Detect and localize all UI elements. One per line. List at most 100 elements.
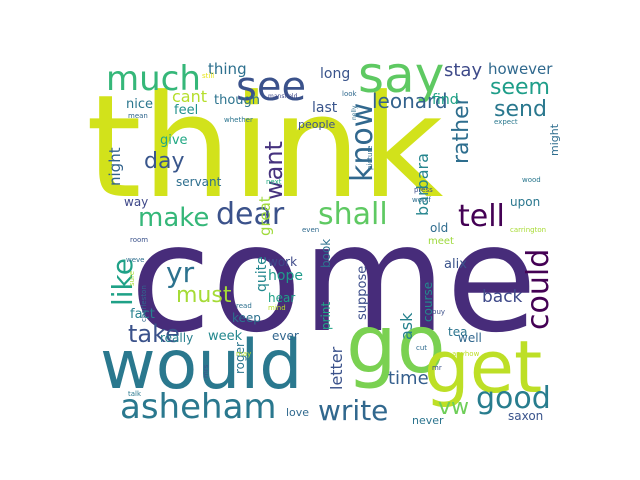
word-really: really — [160, 331, 193, 345]
word-nice: nice — [126, 97, 153, 112]
word-book: book — [319, 239, 333, 268]
word-servant: servant — [176, 175, 222, 189]
word-look: look — [342, 90, 358, 98]
word-would: would — [100, 326, 302, 405]
word-must: must — [176, 283, 232, 308]
word-give: give — [160, 133, 188, 148]
word-carrington: carrington — [510, 226, 546, 234]
word-weve: weve — [126, 256, 144, 264]
word-letter: letter — [327, 346, 346, 390]
word-may: may — [236, 350, 251, 358]
word-woolf: woolf — [412, 196, 431, 204]
word-come: come — [130, 193, 537, 365]
word-ask: ask — [397, 312, 416, 340]
word-mean: mean — [128, 112, 148, 120]
word-know: know — [345, 103, 380, 182]
word-take: take — [128, 320, 180, 348]
word-talk: talk — [128, 390, 142, 398]
word-fact: fact — [130, 307, 155, 322]
word-keep: keep — [232, 311, 261, 325]
word-feel: feel — [174, 103, 198, 118]
word-read: read — [236, 302, 252, 310]
word-find: find — [432, 92, 459, 108]
word-say: say — [358, 46, 444, 104]
word-vw: vw — [438, 395, 469, 420]
word-back: back — [482, 287, 523, 307]
word-much: much — [106, 59, 201, 99]
word-alix: alix — [444, 257, 467, 272]
word-upon: upon — [510, 195, 540, 209]
word-think: think — [86, 65, 443, 230]
word-could: could — [521, 249, 556, 330]
word-print: print — [319, 302, 333, 330]
word-seem: seem — [490, 75, 550, 100]
word-leonard: leonard — [372, 89, 448, 113]
word-room: room — [130, 236, 148, 244]
word-mr: mr — [432, 364, 442, 372]
word-roger: roger — [233, 342, 247, 374]
word-suppose: suppose — [355, 266, 370, 320]
word-go: go — [346, 298, 446, 391]
word-meet: meet — [428, 236, 454, 247]
word-however: however — [488, 60, 553, 78]
word-hope: hope — [268, 268, 303, 284]
word-charleston: charleston — [140, 285, 148, 322]
word-next: next — [266, 178, 282, 186]
word-thing: thing — [208, 60, 247, 78]
word-whether: whether — [224, 116, 253, 124]
word-saxon: saxon — [508, 409, 543, 423]
word-tell: tell — [458, 199, 505, 234]
word-long: long — [320, 66, 350, 82]
word-shall: shall — [318, 197, 388, 232]
word-want: want — [260, 141, 288, 200]
word-expect: expect — [494, 118, 518, 126]
word-picture: picture — [366, 146, 374, 170]
word-great: great — [256, 196, 274, 236]
word-sure: sure — [128, 271, 136, 286]
word-ever: ever — [272, 329, 299, 343]
word-asheham: asheham — [120, 387, 277, 427]
word-love: love — [286, 406, 309, 419]
word-yr: yr — [166, 256, 195, 289]
word-never: never — [412, 414, 444, 427]
word-hear: hear — [268, 291, 295, 305]
word-write: write — [318, 394, 388, 427]
word-rather: rather — [449, 95, 474, 164]
word-though: though — [214, 93, 260, 108]
word-last: last — [312, 100, 338, 116]
word-send: send — [494, 97, 547, 122]
word-week: week — [208, 329, 243, 344]
word-day: day — [144, 149, 184, 174]
word-nelly: nelly — [351, 105, 358, 120]
word-buy: buy — [432, 308, 445, 316]
word-barbara: barbara — [413, 153, 432, 216]
word-well: well — [458, 331, 482, 345]
word-quite: quite — [254, 256, 270, 292]
word-mrs: mrs — [202, 364, 210, 378]
word-make: make — [138, 203, 209, 233]
word-anyhow: anyhow — [452, 350, 480, 358]
word-wood: wood — [522, 176, 541, 184]
word-tea: tea — [448, 325, 467, 339]
word-people: people — [298, 118, 336, 131]
word-press: press — [414, 186, 433, 194]
word-old: old — [430, 221, 448, 235]
word-might: might — [548, 123, 561, 156]
word-see: see — [236, 64, 306, 110]
word-good: good — [476, 381, 551, 416]
word-even: even — [302, 226, 319, 234]
word-cut: cut — [416, 344, 427, 352]
word-dear: dear — [216, 197, 285, 232]
word-still: still — [202, 72, 214, 80]
word-time: time — [388, 368, 429, 389]
word-stay: stay — [444, 60, 482, 81]
word-work: work — [268, 255, 297, 269]
word-way: way — [124, 195, 148, 209]
word-get: get — [424, 325, 542, 409]
word-cant: cant — [172, 87, 207, 106]
word-course: course — [421, 282, 435, 322]
word-mind: mind — [268, 304, 286, 312]
word-mansfield: mansfield — [268, 93, 298, 100]
word-night: night — [106, 147, 124, 186]
